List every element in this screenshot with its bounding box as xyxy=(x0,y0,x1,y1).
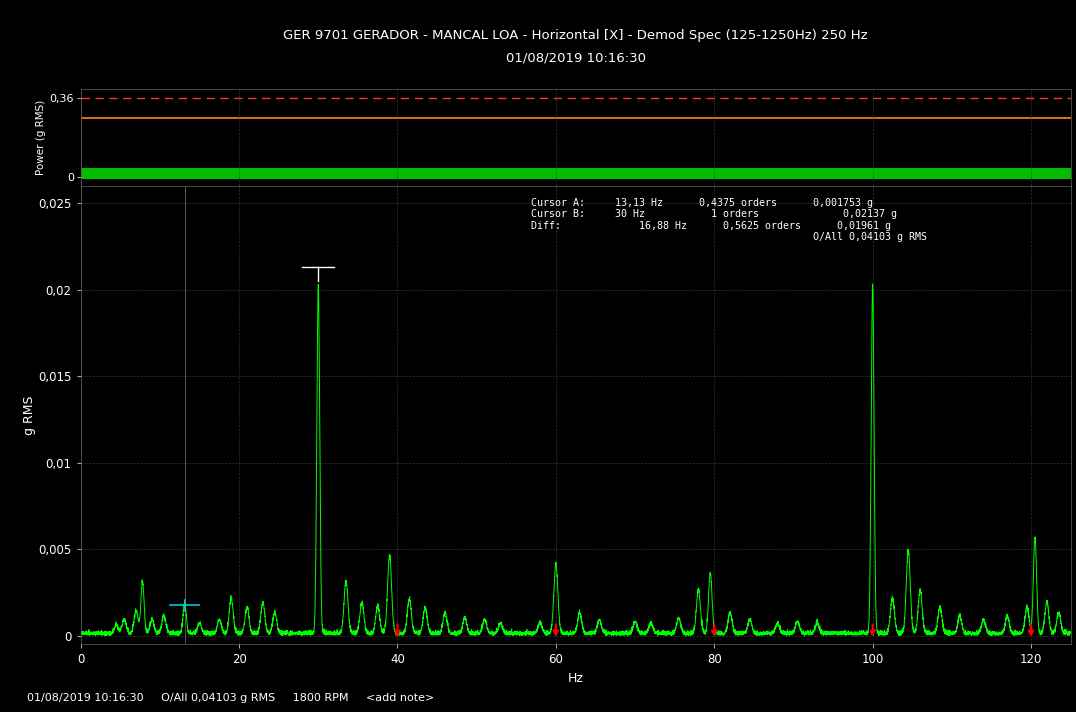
Text: Cursor A:     13,13 Hz      0,4375 orders      0,001753 g
Cursor B:     30 Hz   : Cursor A: 13,13 Hz 0,4375 orders 0,00175… xyxy=(532,198,928,243)
X-axis label: Hz: Hz xyxy=(568,672,583,685)
Y-axis label: Power (g RMS): Power (g RMS) xyxy=(37,100,46,175)
Text: 01/08/2019 10:16:30: 01/08/2019 10:16:30 xyxy=(506,52,646,65)
Text: 01/08/2019 10:16:30     O/All 0,04103 g RMS     1800 RPM     <add note>: 01/08/2019 10:16:30 O/All 0,04103 g RMS … xyxy=(27,693,434,703)
Text: GER 9701 GERADOR - MANCAL LOA - Horizontal [X] - Demod Spec (125-1250Hz) 250 Hz: GER 9701 GERADOR - MANCAL LOA - Horizont… xyxy=(283,29,868,42)
Y-axis label: g RMS: g RMS xyxy=(23,396,36,435)
